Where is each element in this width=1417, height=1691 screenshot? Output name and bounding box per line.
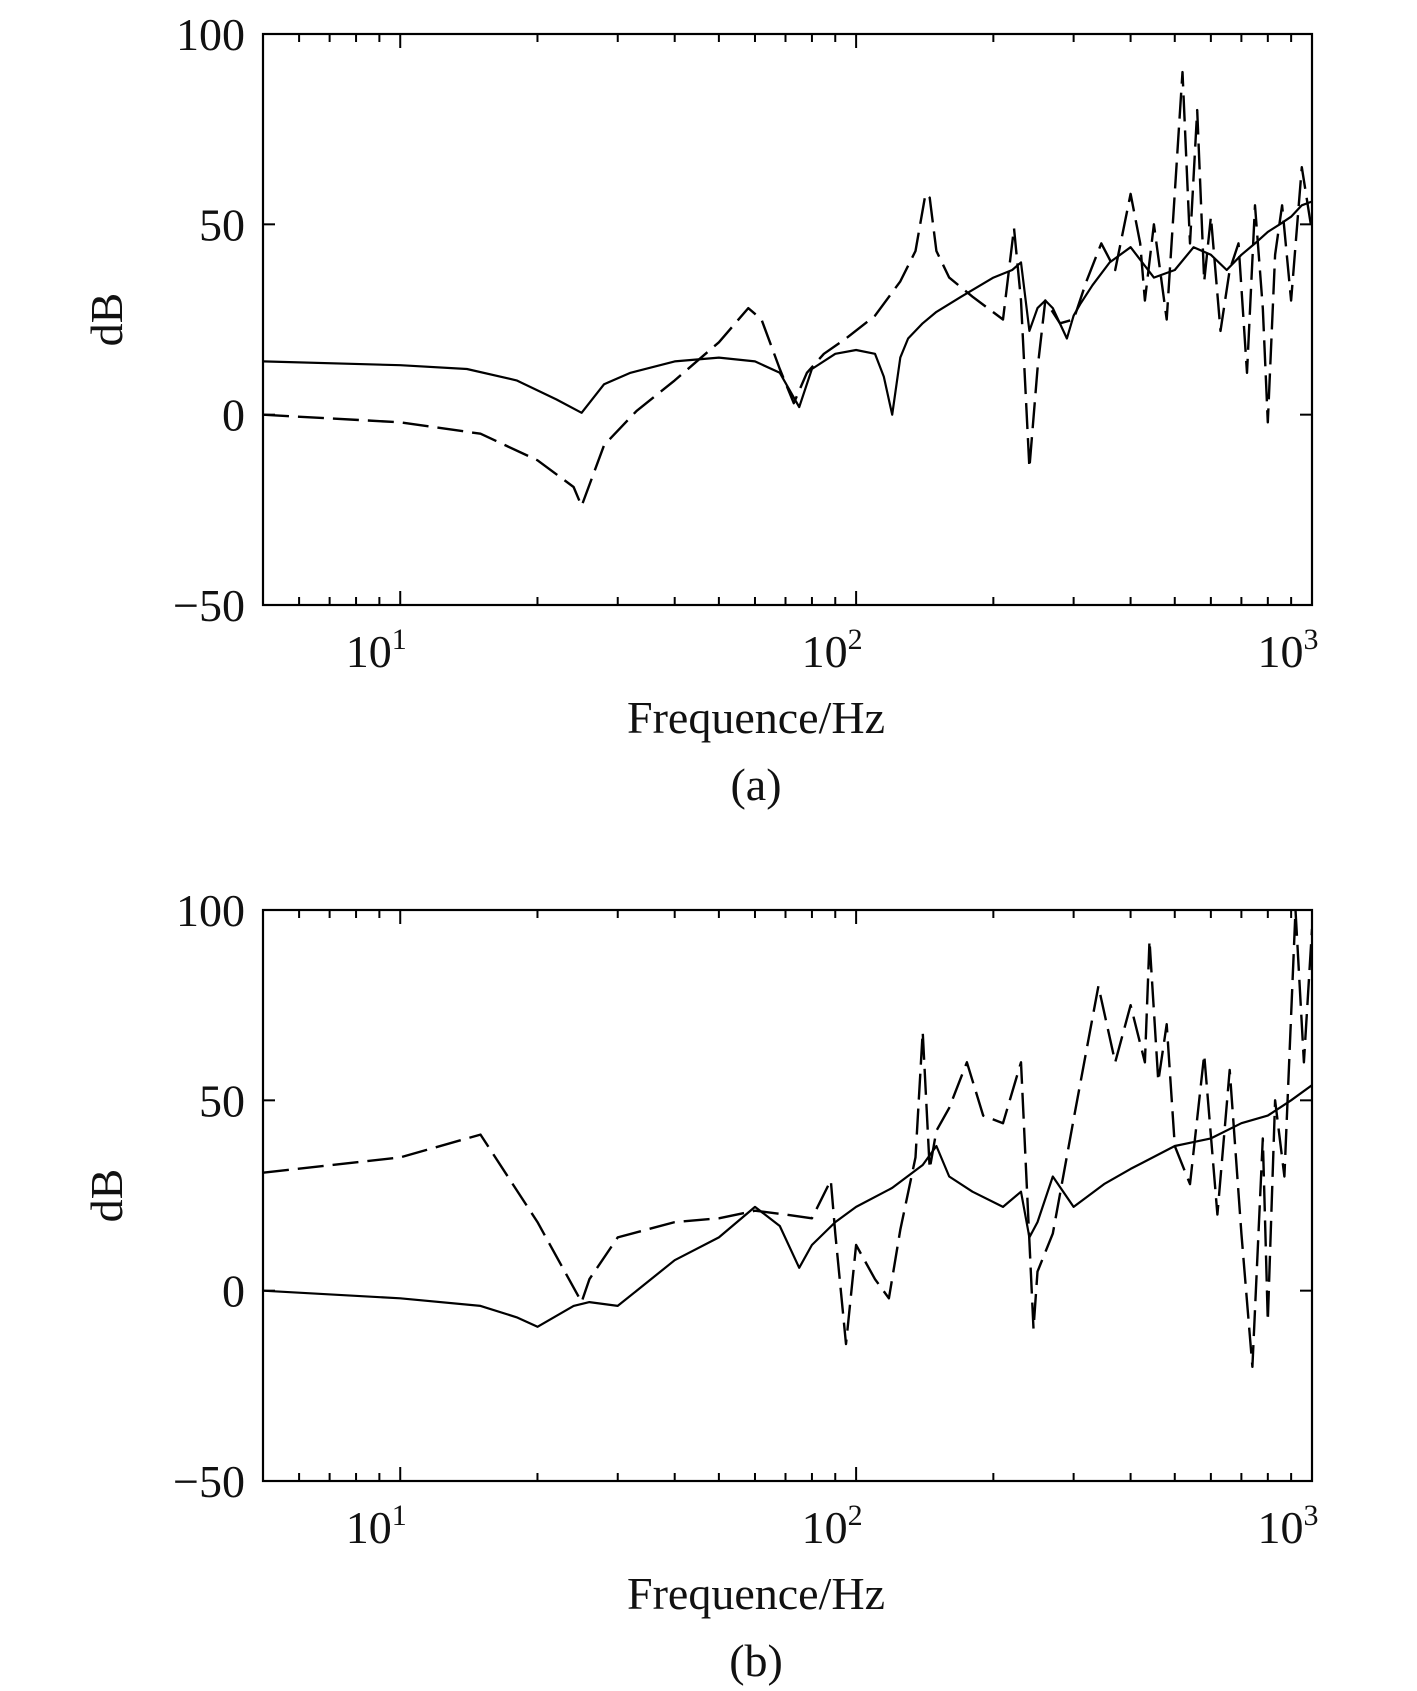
series-line-solid [263, 1084, 1312, 1328]
x-tick-label: 103 [1258, 1499, 1319, 1553]
x-tick-label: 102 [802, 1499, 863, 1553]
x-tick-label: 103 [1258, 623, 1319, 677]
plot-frame [261, 908, 1314, 1483]
series-line-dashed [263, 910, 1312, 1369]
panel-b: 101 102 103 100 50 0 −50 Frequence/Hz dB (b) [81, 885, 1319, 1686]
x-tick-label: 101 [346, 623, 407, 677]
y-tick-label: 100 [176, 9, 245, 60]
x-axis-label: Frequence/Hz [627, 1568, 885, 1619]
panel-a: 101 102 103 100 50 0 −50 Frequence/Hz dB (a) [81, 9, 1319, 810]
y-tick-label: 100 [176, 885, 245, 936]
y-tick-label: −50 [173, 580, 245, 631]
panel-label: (a) [730, 759, 781, 810]
y-tick-label: −50 [173, 1456, 245, 1507]
series-line-solid [263, 200, 1312, 416]
y-tick-label: 50 [199, 1075, 245, 1126]
y-tick-label: 0 [222, 390, 245, 441]
x-tick-label: 101 [346, 1499, 407, 1553]
y-axis-label: dB [81, 1169, 132, 1223]
series-line-dashed [263, 70, 1312, 508]
panel-label: (b) [729, 1635, 783, 1686]
plot-frame [261, 32, 1314, 607]
y-tick-label: 50 [199, 199, 245, 250]
x-axis-label: Frequence/Hz [627, 692, 885, 743]
x-tick-label: 102 [802, 623, 863, 677]
y-tick-label: 0 [222, 1266, 245, 1317]
y-axis-label: dB [81, 293, 132, 347]
